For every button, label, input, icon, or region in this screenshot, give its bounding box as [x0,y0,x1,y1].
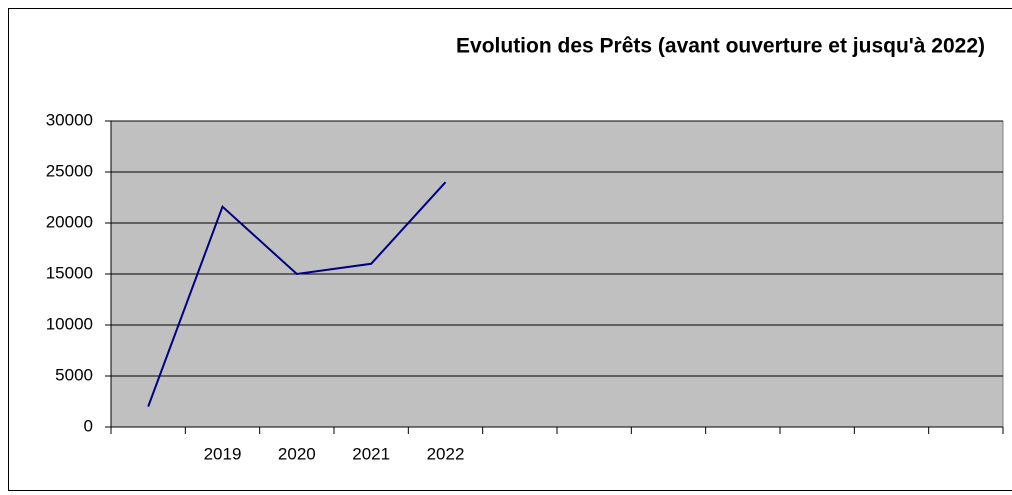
y-tick-label: 30000 [46,110,93,129]
x-tick-label: 2022 [427,444,465,463]
chart-title: Evolution des Prêts (avant ouverture et … [456,35,985,58]
series-line [147,181,447,407]
x-tick-label: 2021 [352,444,390,463]
y-tick-label: 0 [84,416,93,435]
y-tick-label: 5000 [55,365,93,384]
y-tick-label: 20000 [46,212,93,231]
y-tick-label: 10000 [46,314,93,333]
x-tick-label: 2020 [278,444,316,463]
y-tick-label: 25000 [46,161,93,180]
x-tick-label: 2019 [204,444,242,463]
y-tick-label: 15000 [46,263,93,282]
